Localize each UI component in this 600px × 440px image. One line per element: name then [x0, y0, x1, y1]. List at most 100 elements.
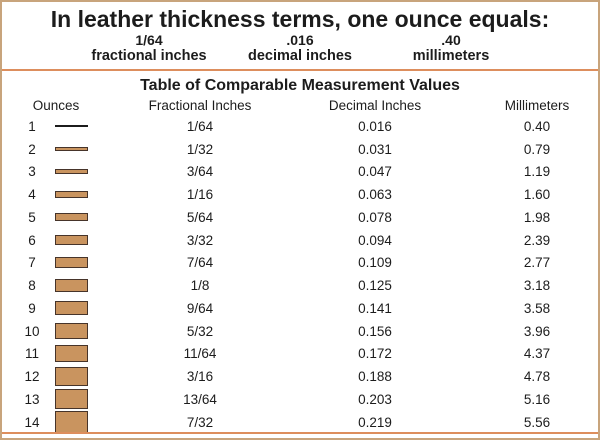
thickness-bar — [55, 169, 88, 175]
ounce-value: 10 — [24, 323, 40, 339]
ounce-value: 6 — [28, 232, 36, 248]
table-title: Table of Comparable Measurement Values — [140, 77, 460, 94]
mm-value: 3.96 — [523, 323, 551, 339]
decimal-value: 0.203 — [358, 391, 392, 407]
table-row: 12 3/16 0.188 4.78 — [2, 365, 598, 388]
fractional-value: 3/64 — [186, 164, 214, 180]
decimal-value: 0.172 — [358, 346, 392, 362]
decimal-value: 0.125 — [358, 278, 392, 294]
table-body: 1 1/64 0.016 0.40 2 1/32 0.031 0.79 3 3/… — [2, 115, 598, 434]
decimal-value: 0.156 — [358, 323, 392, 339]
decimal-value: 0.063 — [358, 187, 392, 203]
fractional-value: 7/64 — [186, 255, 214, 271]
thickness-bar-cell — [52, 169, 100, 175]
fractional-value: 3/16 — [186, 369, 214, 385]
fractional-value: 1/8 — [190, 278, 210, 294]
table-row: 13 13/64 0.203 5.16 — [2, 388, 598, 411]
fractional-value: 13/64 — [183, 391, 217, 407]
header-divider — [2, 69, 598, 71]
equivalent-millimeters: .40 millimeters — [376, 33, 527, 65]
thickness-bar-cell — [52, 323, 100, 339]
decimal-value: 0.094 — [358, 232, 392, 248]
thickness-bar — [55, 323, 88, 339]
thickness-bar-cell — [52, 191, 100, 198]
ounce-value: 12 — [24, 369, 40, 385]
ounce-value: 8 — [28, 278, 36, 294]
thickness-bar-cell — [52, 345, 100, 363]
decimal-value: 0.078 — [358, 209, 392, 225]
fractional-value: 5/32 — [186, 323, 214, 339]
page-title: In leather thickness terms, one ounce eq… — [50, 6, 550, 32]
equivalent-fractional: 1/64 fractional inches — [74, 33, 225, 65]
mm-value: 4.78 — [523, 369, 551, 385]
equivalent-label: fractional inches — [91, 48, 207, 64]
thickness-bar-cell — [52, 147, 100, 151]
fractional-value: 1/32 — [186, 141, 214, 157]
thickness-bar — [55, 147, 88, 151]
column-header-ounces: Ounces — [32, 98, 80, 113]
thickness-bar — [55, 125, 88, 128]
decimal-value: 0.031 — [358, 141, 392, 157]
mm-value: 2.39 — [523, 232, 551, 248]
column-header-fractional: Fractional Inches — [148, 98, 252, 113]
equivalent-value: 1/64 — [135, 32, 163, 48]
bottom-divider — [2, 432, 598, 434]
table-row: 7 7/64 0.109 2.77 — [2, 252, 598, 275]
thickness-bar — [55, 235, 88, 245]
thickness-bar-cell — [52, 279, 100, 292]
table-row: 5 5/64 0.078 1.98 — [2, 206, 598, 229]
thickness-bar-cell — [52, 125, 100, 128]
thickness-bar-cell — [52, 389, 100, 410]
table-row: 4 1/16 0.063 1.60 — [2, 183, 598, 206]
thickness-bar-cell — [52, 367, 100, 386]
table-row: 10 5/32 0.156 3.96 — [2, 320, 598, 343]
table-row: 9 9/64 0.141 3.58 — [2, 297, 598, 320]
column-header-decimal: Decimal Inches — [328, 98, 422, 113]
equivalent-decimal: .016 decimal inches — [225, 33, 376, 65]
mm-value: 3.18 — [523, 278, 551, 294]
mm-value: 3.58 — [523, 300, 551, 316]
table-row: 6 3/32 0.094 2.39 — [2, 229, 598, 252]
fractional-value: 9/64 — [186, 300, 214, 316]
thickness-bar — [55, 257, 88, 269]
fractional-value: 7/32 — [186, 414, 214, 430]
fractional-value: 1/16 — [186, 187, 214, 203]
mm-value: 4.37 — [523, 346, 551, 362]
ounce-value: 7 — [28, 255, 36, 271]
decimal-value: 0.141 — [358, 300, 392, 316]
mm-value: 5.16 — [523, 391, 551, 407]
table-row: 8 1/8 0.125 3.18 — [2, 274, 598, 297]
table-row: 1 1/64 0.016 0.40 — [2, 115, 598, 138]
mm-value: 0.79 — [523, 141, 551, 157]
thickness-bar — [55, 389, 88, 410]
mm-value: 2.77 — [523, 255, 551, 271]
thickness-bar — [55, 213, 88, 222]
equivalent-label: decimal inches — [248, 48, 352, 64]
mm-value: 1.19 — [523, 164, 551, 180]
thickness-bar-cell — [52, 301, 100, 316]
thickness-bar — [55, 301, 88, 316]
fractional-value: 3/32 — [186, 232, 214, 248]
fractional-value: 1/64 — [186, 118, 214, 134]
ounce-value: 1 — [28, 118, 36, 134]
mm-value: 5.56 — [523, 414, 551, 430]
table-column-headers: Ounces Fractional Inches Decimal Inches … — [2, 96, 598, 115]
thickness-bar — [55, 367, 88, 386]
header: In leather thickness terms, one ounce eq… — [2, 2, 598, 65]
ounce-value: 3 — [28, 164, 36, 180]
thickness-bar — [55, 345, 88, 363]
thickness-bar — [55, 279, 88, 292]
ounce-value: 4 — [28, 187, 36, 203]
thickness-bar — [55, 191, 88, 198]
fractional-value: 5/64 — [186, 209, 214, 225]
mm-value: 1.60 — [523, 187, 551, 203]
table-row: 3 3/64 0.047 1.19 — [2, 161, 598, 184]
thickness-bar-cell — [52, 257, 100, 269]
equivalent-value: .40 — [441, 32, 461, 48]
table-row: 11 11/64 0.172 4.37 — [2, 343, 598, 366]
mm-value: 0.40 — [523, 118, 551, 134]
table-row: 2 1/32 0.031 0.79 — [2, 138, 598, 161]
ounce-value: 13 — [24, 391, 40, 407]
ounce-value: 11 — [24, 346, 39, 362]
